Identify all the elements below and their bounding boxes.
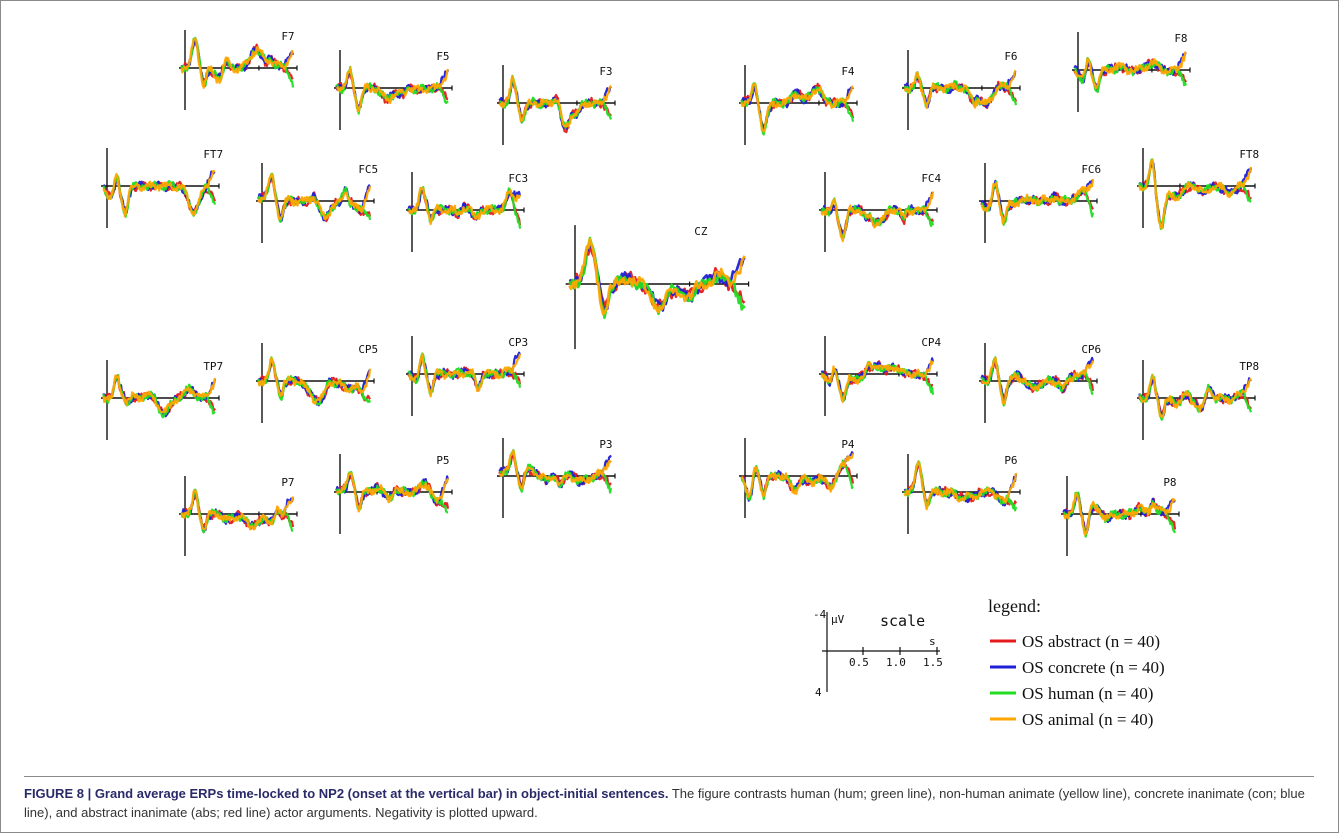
channel-label: P5 <box>436 454 449 467</box>
legend: legend: OS abstract (n = 40) OS concrete… <box>988 596 1165 729</box>
waveform-animal <box>820 191 935 243</box>
waveform-animal <box>740 453 855 498</box>
waveform-animal <box>981 356 1095 405</box>
channel-f7: F7 <box>179 30 298 110</box>
caption-label: FIGURE 8 | Grand average ERPs time-locke… <box>24 786 669 801</box>
waveform-animal <box>498 449 612 490</box>
waveform-animal <box>335 472 450 513</box>
waveform-animal <box>498 75 612 128</box>
waveform-animal <box>1073 50 1187 90</box>
channel-label: P7 <box>281 476 294 489</box>
channel-p6: P6 <box>902 454 1021 534</box>
channel-fc4: FC4 <box>819 172 942 252</box>
channel-p4: P4 <box>739 438 858 518</box>
channel-fc3: FC3 <box>406 172 528 252</box>
legend-label-abstract: OS abstract (n = 40) <box>1022 632 1160 651</box>
channel-ft8: FT8 <box>1137 148 1259 230</box>
channel-p3: P3 <box>497 438 616 518</box>
waveform-animal <box>1138 374 1252 419</box>
channel-label: CP4 <box>921 336 941 349</box>
waveform-human <box>102 373 216 419</box>
waveform-animal <box>180 489 295 531</box>
channel-label: FC6 <box>1081 163 1101 176</box>
waveform-animal <box>740 82 854 133</box>
legend-title: legend: <box>988 596 1041 616</box>
channel-label: FC3 <box>508 172 528 185</box>
channel-label: P8 <box>1163 476 1176 489</box>
channel-f5: F5 <box>334 50 453 130</box>
channel-label: F8 <box>1174 32 1187 45</box>
channel-label: FC5 <box>358 163 378 176</box>
channel-tp8: TP8 <box>1137 360 1259 440</box>
scale-x-unit: s <box>929 635 936 648</box>
channel-label: F6 <box>1004 50 1017 63</box>
erp-figure: F7 F5 F3 F4 F6 F8 FT7 FC5 FC3 CZ FC4 FC6 FT8 TP7 CP5 CP… <box>101 30 1259 729</box>
channel-label: P3 <box>599 438 612 451</box>
legend-label-concrete: OS concrete (n = 40) <box>1022 658 1165 677</box>
waveform-animal <box>102 374 217 414</box>
channel-cp3: CP3 <box>406 336 528 416</box>
channel-label: FC4 <box>921 172 941 185</box>
waveform-animal <box>1138 159 1253 230</box>
caption-divider <box>24 776 1314 777</box>
channel-label: FT7 <box>203 148 223 161</box>
channel-label: FT8 <box>1239 148 1259 161</box>
scale-x-tick-2: 1.5 <box>923 656 943 669</box>
waveform-animal <box>568 237 746 316</box>
channel-fc6: FC6 <box>979 163 1101 243</box>
waveform-animal <box>820 360 935 404</box>
waveform-animal <box>903 69 1017 109</box>
channel-label: F5 <box>436 50 449 63</box>
legend-label-animal: OS animal (n = 40) <box>1022 710 1153 729</box>
channel-label: TP8 <box>1239 360 1259 373</box>
channel-label: CP5 <box>358 343 378 356</box>
channel-label: F3 <box>599 65 612 78</box>
channel-p8: P8 <box>1061 476 1180 556</box>
waveform-animal <box>336 66 450 113</box>
channel-cz: CZ <box>565 225 750 350</box>
channel-plots: F7 F5 F3 F4 F6 F8 FT7 FC5 FC3 CZ FC4 FC6 FT8 TP7 CP5 CP… <box>101 30 1259 556</box>
channel-tp7: TP7 <box>101 360 223 440</box>
scale-y-tick-bottom: 4 <box>815 686 822 699</box>
waveform-animal <box>980 178 1095 225</box>
waveform-animal <box>180 37 295 89</box>
channel-f6: F6 <box>902 50 1021 130</box>
channel-cp4: CP4 <box>819 336 942 416</box>
waveform-animal <box>257 173 372 221</box>
waveform-animal <box>408 353 522 398</box>
channel-f8: F8 <box>1072 32 1191 112</box>
scale-y-tick-top: -4 <box>813 608 827 621</box>
channel-label: CP3 <box>508 336 528 349</box>
scale-indicator: -4 4 µV scale s 0.5 1.0 1.5 <box>813 608 943 699</box>
waveform-animal <box>1062 492 1176 536</box>
channel-f3: F3 <box>497 65 616 145</box>
channel-p7: P7 <box>179 476 298 556</box>
scale-x-tick-0: 0.5 <box>849 656 869 669</box>
channel-label: F7 <box>281 30 294 43</box>
channel-cp5: CP5 <box>256 343 378 423</box>
channel-label: CZ <box>694 225 708 238</box>
channel-label: P4 <box>841 438 855 451</box>
channel-label: P6 <box>1004 454 1017 467</box>
channel-f4: F4 <box>739 65 858 145</box>
waveform-animal <box>408 186 522 226</box>
waveform-animal <box>257 357 372 405</box>
figure-caption: FIGURE 8 | Grand average ERPs time-locke… <box>24 784 1319 822</box>
channel-cp6: CP6 <box>979 343 1101 423</box>
channel-ft7: FT7 <box>101 148 223 228</box>
caption-text: The figure contrasts human (hum; green l… <box>24 786 1305 820</box>
waveform-animal <box>903 460 1018 511</box>
channel-label: F4 <box>841 65 855 78</box>
channel-label: TP7 <box>203 360 223 373</box>
channel-fc5: FC5 <box>256 163 378 243</box>
channel-label: CP6 <box>1081 343 1101 356</box>
channel-p5: P5 <box>334 454 453 534</box>
legend-label-human: OS human (n = 40) <box>1022 684 1153 703</box>
scale-x-tick-1: 1.0 <box>886 656 906 669</box>
scale-y-unit: µV <box>831 613 845 626</box>
waveform-animal <box>102 169 216 218</box>
scale-title: scale <box>880 612 925 630</box>
